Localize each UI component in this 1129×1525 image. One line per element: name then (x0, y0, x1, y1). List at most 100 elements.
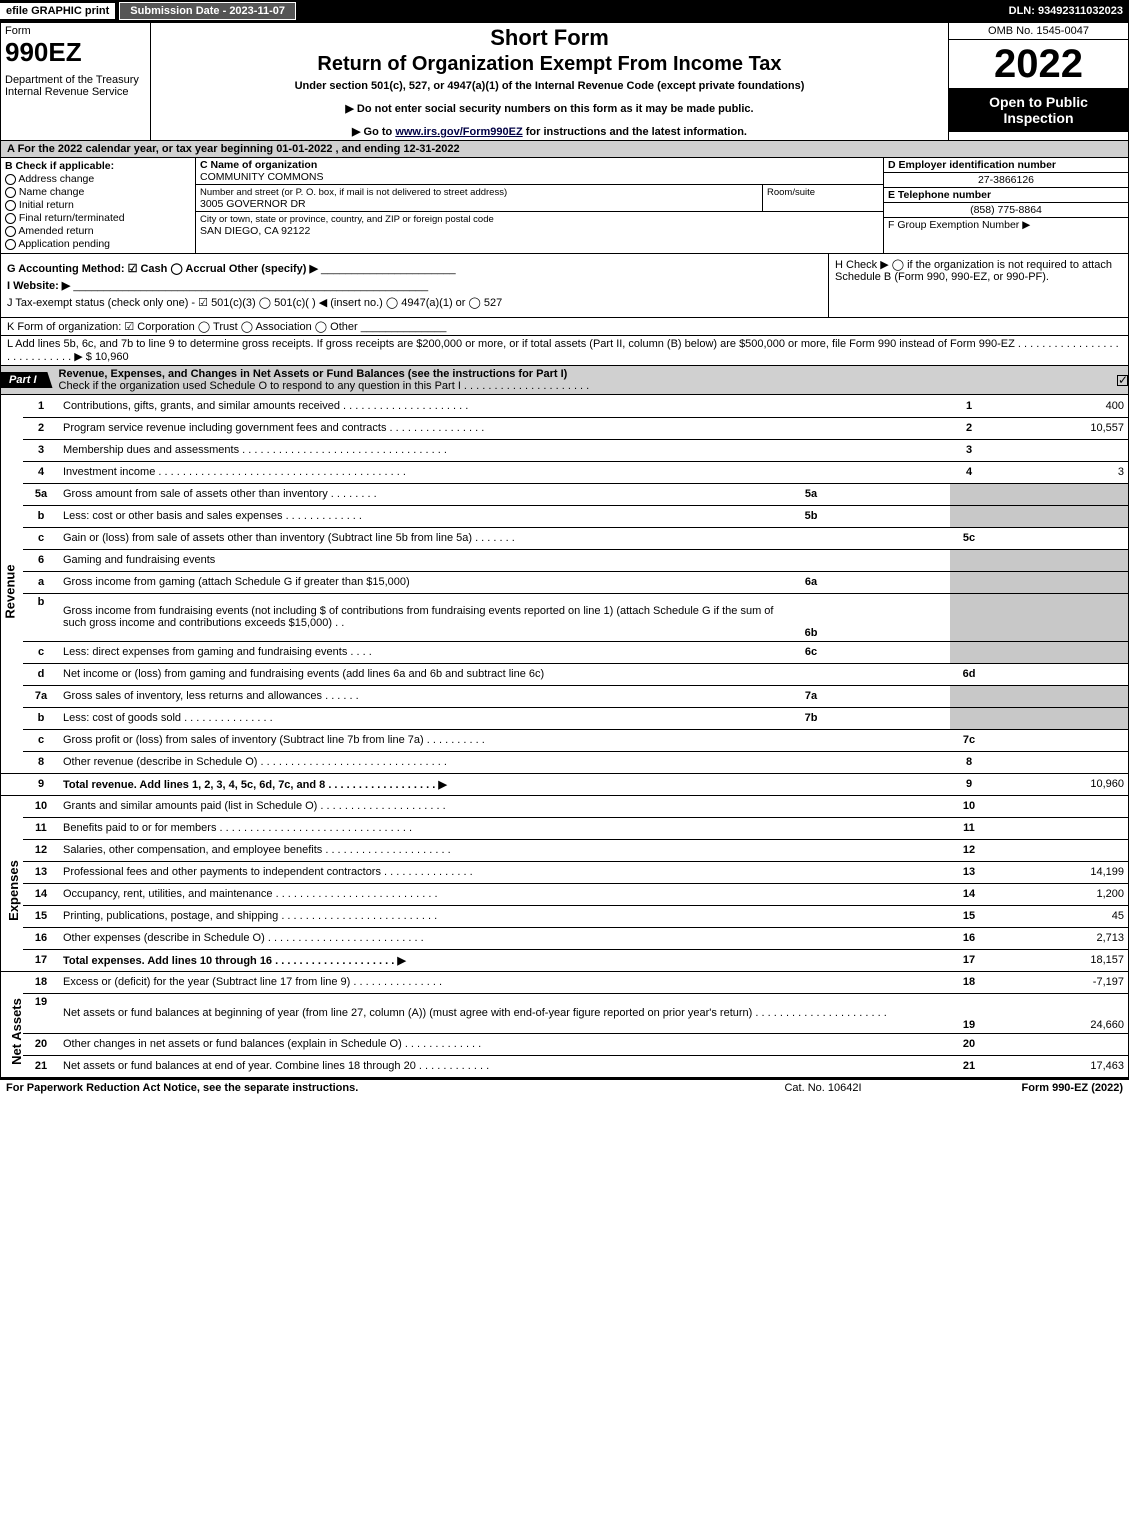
chk-address-change[interactable]: Address change (5, 173, 191, 185)
part1-header: Part I Revenue, Expenses, and Changes in… (1, 366, 1128, 395)
expenses-label: Expenses (6, 860, 21, 921)
revenue-label: Revenue (3, 564, 18, 618)
row-15: 15 Printing, publications, postage, and … (1, 905, 1128, 927)
room-label: Room/suite (767, 187, 815, 198)
val-14: 1,200 (988, 883, 1128, 905)
val-1: 400 (988, 395, 1128, 417)
omb-number: OMB No. 1545-0047 (949, 23, 1128, 40)
city-row: City or town, state or province, country… (196, 212, 883, 238)
row-20: 20 Other changes in net assets or fund b… (1, 1033, 1128, 1055)
val-17: 18,157 (988, 949, 1128, 971)
val-12 (988, 839, 1128, 861)
ein-label: D Employer identification number (884, 158, 1128, 173)
instruction-1: ▶ Do not enter social security numbers o… (157, 102, 942, 115)
address-row: Number and street (or P. O. box, if mail… (196, 185, 883, 212)
row-11: 11 Benefits paid to or for members . . .… (1, 817, 1128, 839)
inst2-pre: ▶ Go to (352, 126, 395, 138)
val-7c (988, 729, 1128, 751)
val-21: 17,463 (988, 1055, 1128, 1077)
line-i: I Website: ▶ ___________________________… (7, 279, 822, 292)
val-16: 2,713 (988, 927, 1128, 949)
top-bar: efile GRAPHIC print Submission Date - 20… (0, 0, 1129, 22)
header-center: Short Form Return of Organization Exempt… (151, 23, 948, 140)
line-j: J Tax-exempt status (check only one) - ☑… (7, 296, 822, 309)
row-5b: b Less: cost or other basis and sales ex… (1, 505, 1128, 527)
val-11 (988, 817, 1128, 839)
subtitle: Under section 501(c), 527, or 4947(a)(1)… (157, 80, 942, 92)
irs-link[interactable]: www.irs.gov/Form990EZ (395, 126, 522, 138)
paperwork-notice: For Paperwork Reduction Act Notice, see … (6, 1082, 723, 1094)
tel-label: E Telephone number (884, 188, 1128, 203)
row-6: 6 Gaming and fundraising events (1, 549, 1128, 571)
column-d: D Employer identification number 27-3866… (883, 158, 1128, 253)
inst2-post: for instructions and the latest informat… (523, 126, 747, 138)
val-19: 24,660 (988, 993, 1128, 1033)
row-19: 19 Net assets or fund balances at beginn… (1, 993, 1128, 1033)
instruction-2: ▶ Go to www.irs.gov/Form990EZ for instru… (157, 125, 942, 138)
street-address: 3005 GOVERNOR DR (200, 198, 306, 210)
val-3 (988, 439, 1128, 461)
line-a: A For the 2022 calendar year, or tax yea… (1, 141, 1128, 158)
dln: DLN: 93492311032023 (1009, 5, 1129, 17)
val-2: 10,557 (988, 417, 1128, 439)
ein-value: 27-3866126 (884, 173, 1128, 188)
row-2: 2 Program service revenue including gove… (1, 417, 1128, 439)
line-g: G Accounting Method: ☑ Cash ◯ Accrual Ot… (7, 262, 822, 275)
val-9: 10,960 (988, 773, 1128, 795)
chk-initial-return[interactable]: Initial return (5, 199, 191, 211)
form-number: 990EZ (5, 37, 146, 68)
row-21: 21 Net assets or fund balances at end of… (1, 1055, 1128, 1077)
row-10: Expenses 10 Grants and similar amounts p… (1, 795, 1128, 817)
line-h: H Check ▶ ◯ if the organization is not r… (828, 254, 1128, 317)
form-header: Form 990EZ Department of the Treasury In… (1, 23, 1128, 141)
efile-label[interactable]: efile GRAPHIC print (0, 3, 115, 19)
city-state-zip: SAN DIEGO, CA 92122 (200, 225, 310, 237)
row-8: 8 Other revenue (describe in Schedule O)… (1, 751, 1128, 773)
row-13: 13 Professional fees and other payments … (1, 861, 1128, 883)
row-5c: c Gain or (loss) from sale of assets oth… (1, 527, 1128, 549)
row-5a: 5a Gross amount from sale of assets othe… (1, 483, 1128, 505)
header-right: OMB No. 1545-0047 2022 Open to Public In… (948, 23, 1128, 140)
form-word: Form (5, 25, 146, 37)
addr-label: Number and street (or P. O. box, if mail… (200, 187, 507, 198)
section-bcd: B Check if applicable: Address change Na… (1, 158, 1128, 254)
chk-name-change[interactable]: Name change (5, 186, 191, 198)
val-15: 45 (988, 905, 1128, 927)
line-l: L Add lines 5b, 6c, and 7b to line 9 to … (1, 336, 1128, 366)
row-7b: b Less: cost of goods sold . . . . . . .… (1, 707, 1128, 729)
form-container: Form 990EZ Department of the Treasury In… (0, 22, 1129, 1079)
org-name-row: C Name of organization COMMUNITY COMMONS (196, 158, 883, 185)
chk-final-return[interactable]: Final return/terminated (5, 212, 191, 224)
part1-table: Revenue 1 Contributions, gifts, grants, … (1, 395, 1128, 1078)
page-footer: For Paperwork Reduction Act Notice, see … (0, 1079, 1129, 1096)
part1-checkbox[interactable] (1117, 375, 1128, 386)
val-18: -7,197 (988, 971, 1128, 993)
short-form-title: Short Form (157, 25, 942, 51)
val-10 (988, 795, 1128, 817)
chk-amended-return[interactable]: Amended return (5, 225, 191, 237)
tax-year: 2022 (949, 40, 1128, 88)
submission-date: Submission Date - 2023-11-07 (119, 2, 296, 20)
form-ref: Form 990-EZ (2022) (923, 1082, 1123, 1094)
ghij-left: G Accounting Method: ☑ Cash ◯ Accrual Ot… (1, 254, 828, 317)
row-16: 16 Other expenses (describe in Schedule … (1, 927, 1128, 949)
val-5c (988, 527, 1128, 549)
row-6d: d Net income or (loss) from gaming and f… (1, 663, 1128, 685)
val-8 (988, 751, 1128, 773)
row-14: 14 Occupancy, rent, utilities, and maint… (1, 883, 1128, 905)
row-17: 17 Total expenses. Add lines 10 through … (1, 949, 1128, 971)
val-13: 14,199 (988, 861, 1128, 883)
main-title: Return of Organization Exempt From Incom… (157, 53, 942, 76)
row-6c: c Less: direct expenses from gaming and … (1, 641, 1128, 663)
open-inspection: Open to Public Inspection (949, 88, 1128, 132)
catalog-number: Cat. No. 10642I (723, 1082, 923, 1094)
org-name: COMMUNITY COMMONS (200, 171, 323, 183)
val-20 (988, 1033, 1128, 1055)
row-1: Revenue 1 Contributions, gifts, grants, … (1, 395, 1128, 417)
chk-application-pending[interactable]: Application pending (5, 238, 191, 250)
row-3: 3 Membership dues and assessments . . . … (1, 439, 1128, 461)
city-label: City or town, state or province, country… (200, 214, 494, 225)
column-b: B Check if applicable: Address change Na… (1, 158, 196, 253)
row-6b: b Gross income from fundraising events (… (1, 593, 1128, 641)
row-12: 12 Salaries, other compensation, and emp… (1, 839, 1128, 861)
